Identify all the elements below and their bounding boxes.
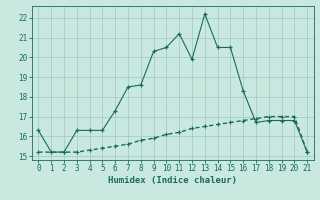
X-axis label: Humidex (Indice chaleur): Humidex (Indice chaleur) xyxy=(108,176,237,185)
